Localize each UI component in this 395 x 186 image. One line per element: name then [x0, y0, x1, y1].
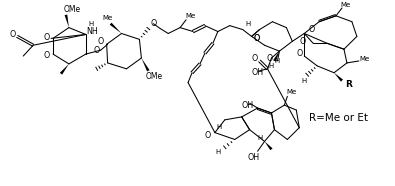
- Text: O: O: [98, 37, 104, 46]
- Text: O: O: [299, 37, 305, 46]
- Text: O: O: [9, 30, 15, 39]
- Text: H: H: [245, 21, 250, 27]
- Text: O: O: [308, 25, 314, 34]
- Text: O: O: [205, 131, 211, 140]
- Polygon shape: [273, 51, 279, 62]
- Text: R: R: [346, 80, 352, 89]
- Text: R=Me or Et: R=Me or Et: [309, 113, 368, 123]
- Text: O: O: [296, 49, 303, 58]
- Text: H: H: [275, 58, 280, 64]
- Text: H: H: [302, 78, 307, 84]
- Polygon shape: [141, 58, 150, 71]
- Text: O: O: [44, 33, 50, 42]
- Text: Me: Me: [341, 2, 351, 8]
- Text: Me: Me: [286, 89, 297, 95]
- Text: OH: OH: [252, 68, 263, 77]
- Polygon shape: [110, 23, 122, 33]
- Text: H: H: [88, 21, 93, 27]
- Polygon shape: [64, 15, 69, 28]
- Text: H: H: [257, 134, 262, 140]
- Text: O: O: [254, 34, 260, 43]
- Text: Me: Me: [185, 13, 195, 19]
- Text: Me: Me: [103, 15, 113, 21]
- Polygon shape: [334, 73, 343, 82]
- Text: OMe: OMe: [146, 72, 163, 81]
- Polygon shape: [60, 64, 69, 75]
- Text: Me: Me: [360, 56, 370, 62]
- Text: O: O: [266, 54, 273, 63]
- Text: H: H: [216, 124, 222, 130]
- Text: H: H: [215, 149, 220, 155]
- Text: O: O: [44, 51, 50, 60]
- Text: O: O: [252, 54, 258, 62]
- Text: OH: OH: [248, 153, 260, 162]
- Text: O: O: [254, 34, 260, 43]
- Text: NH: NH: [86, 27, 98, 36]
- Text: H: H: [269, 63, 274, 69]
- Text: O: O: [150, 19, 156, 28]
- Text: O: O: [94, 46, 100, 55]
- Text: OMe: OMe: [63, 5, 81, 15]
- Text: OH: OH: [242, 101, 254, 110]
- Polygon shape: [265, 141, 273, 150]
